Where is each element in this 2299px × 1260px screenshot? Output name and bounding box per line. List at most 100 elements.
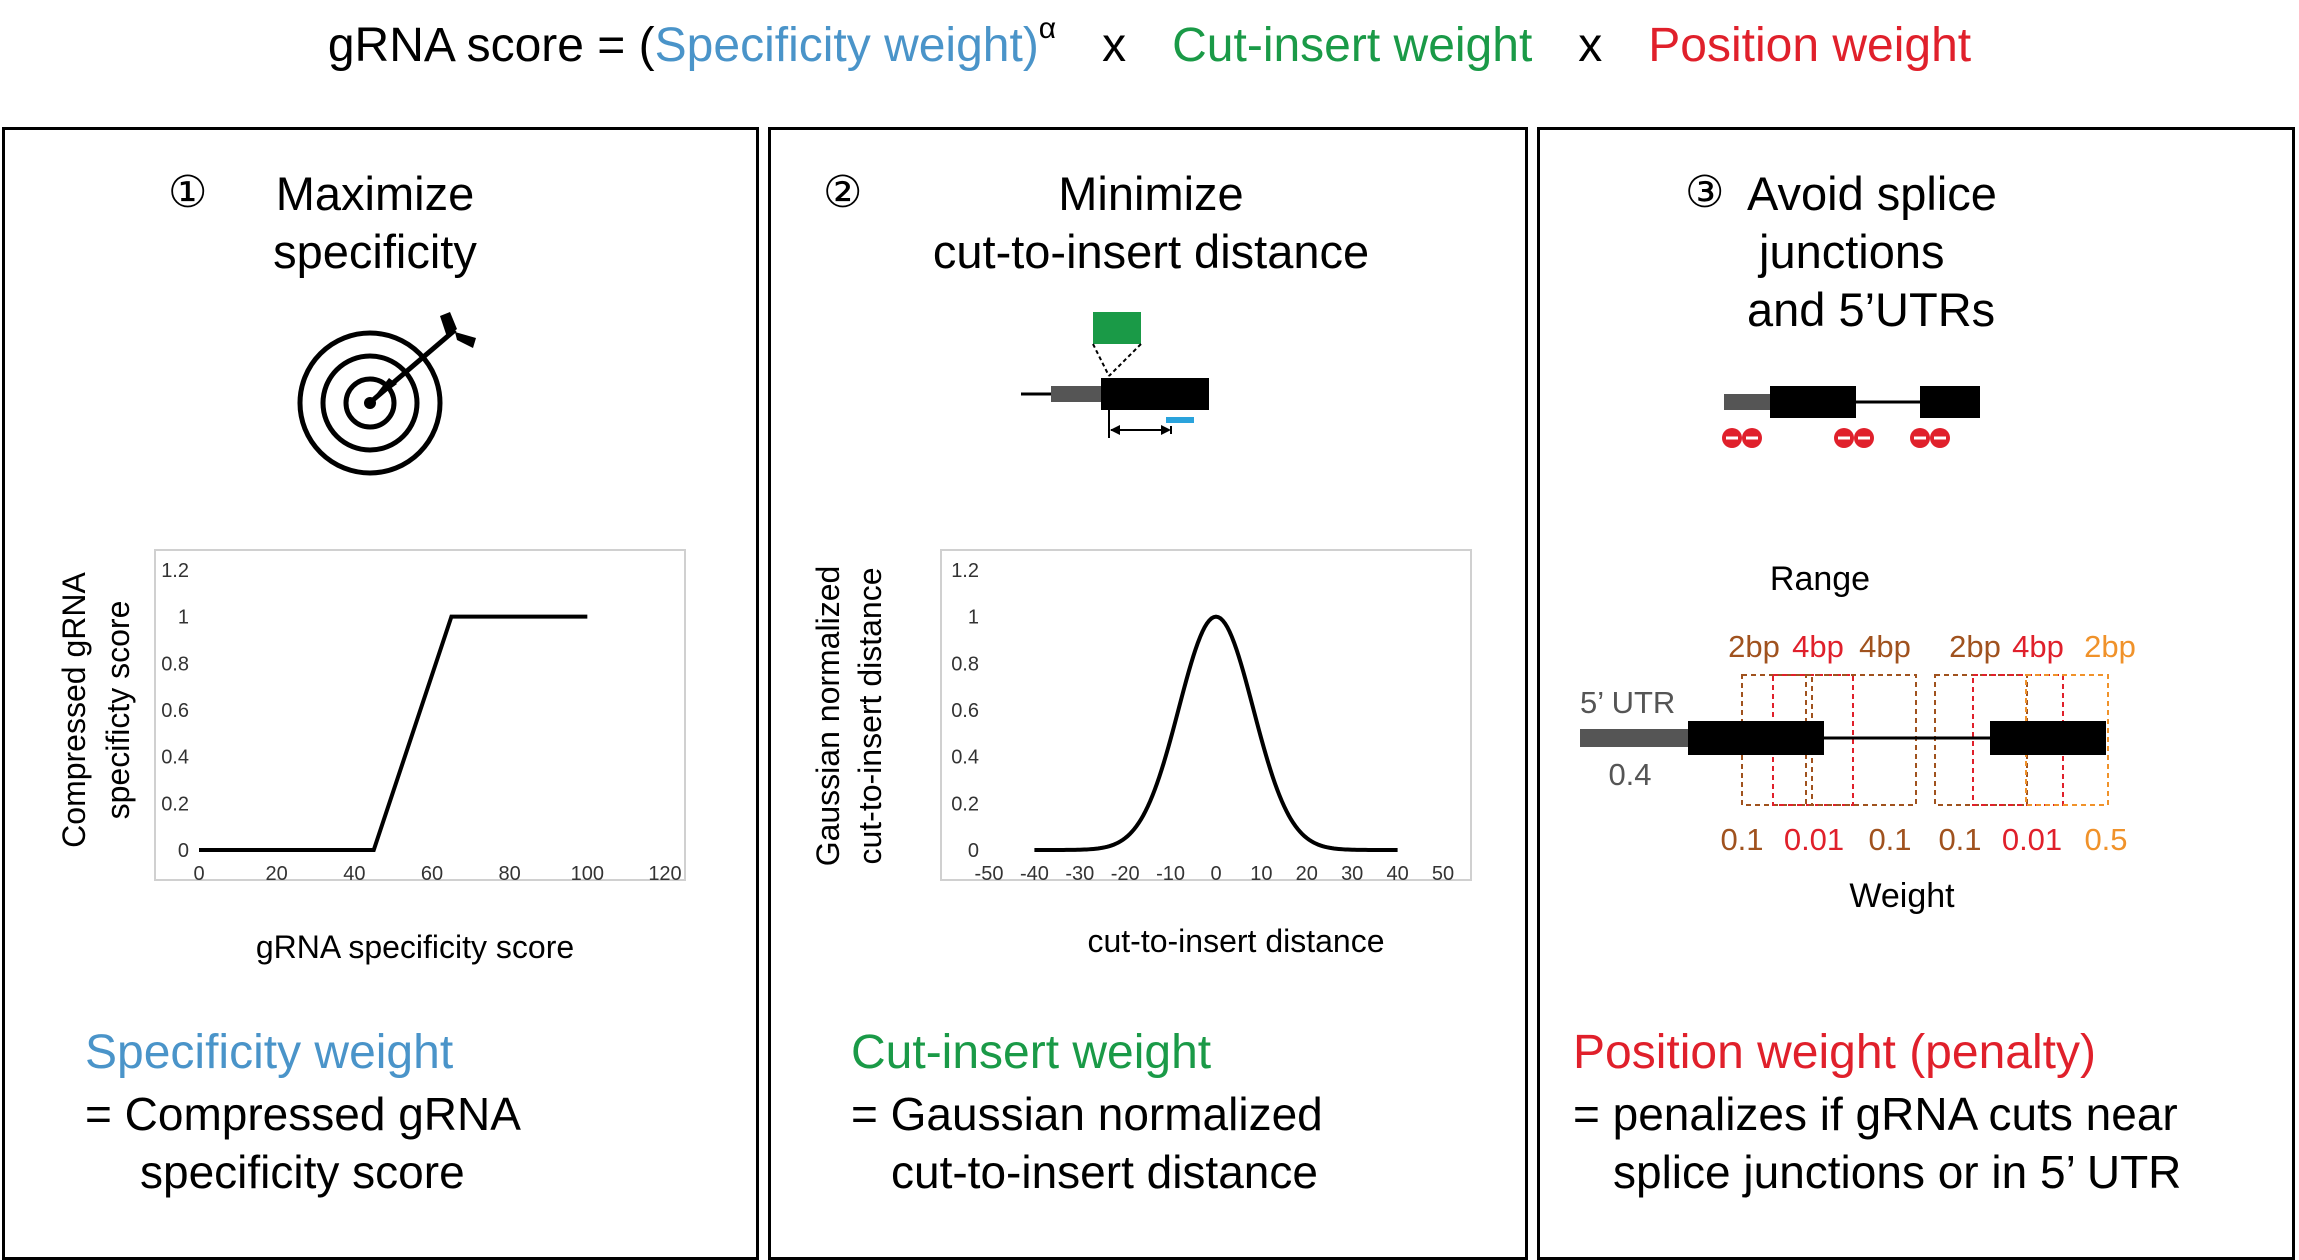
weight-value-2: 0.01: [1784, 822, 1844, 857]
y-tick-label: 1.2: [951, 560, 979, 582]
x-tick-label: -50: [975, 863, 1004, 885]
y-tick-labels: 0 0.2 0.4 0.6 0.8 1 1.2: [161, 560, 189, 862]
exon-2: [1990, 721, 2106, 755]
weight-description: = penalizes if gRNA cuts near splice jun…: [1573, 1085, 2181, 1201]
x-tick-label: -30: [1065, 863, 1094, 885]
x-tick-label: 0: [193, 863, 204, 885]
x-tick-labels: -50 -40 -30 -20 -10 0 10 20 30 40 50: [975, 863, 1455, 885]
utr-label: 5’ UTR: [1580, 685, 1675, 720]
y-axis-label-line1: Gaussian normalized: [811, 566, 846, 867]
x-tick-label: -20: [1111, 863, 1140, 885]
y-tick-label: 0.8: [161, 653, 189, 675]
y-tick-label: 0.4: [951, 747, 979, 769]
range-heading: Range: [1769, 560, 1871, 598]
formula-alpha-exponent: α: [1038, 12, 1057, 45]
x-tick-label: 50: [1432, 863, 1454, 885]
panel-number: ①: [168, 168, 208, 217]
y-axis-label-line2: specificty score: [100, 601, 136, 820]
x-tick-label: 10: [1250, 863, 1272, 885]
score-formula: gRNA score = (Specificity weight)α x Cut-i…: [0, 12, 2299, 73]
x-tick-label: 20: [1296, 863, 1318, 885]
weight-desc-line1: = Compressed gRNA: [85, 1088, 521, 1140]
x-axis-label: cut-to-insert distance: [1087, 923, 1384, 959]
formula-close-paren: ): [1022, 19, 1039, 72]
utr-segment: [1580, 729, 1688, 747]
weight-desc-line2: cut-to-insert distance: [891, 1146, 1318, 1198]
panel-title-line2: junctions: [1759, 225, 1945, 278]
insert-gene-diagram-icon: [1021, 312, 1209, 438]
x-tick-labels: 0 20 40 60 80 100 120: [193, 863, 681, 885]
y-tick-label: 0: [178, 840, 189, 862]
range-label-2: 4bp: [1792, 629, 1844, 664]
panel-title-line2: specificity: [273, 225, 477, 278]
x-tick-label: -10: [1156, 863, 1185, 885]
x-tick-label: 100: [571, 863, 604, 885]
target-arrow-icon: [297, 312, 476, 476]
exon-penalty-diagram-icon: [1722, 386, 1980, 448]
chart-frame: [940, 549, 1472, 881]
formula-times-1: x: [1102, 19, 1127, 72]
range-label-4: 2bp: [1949, 629, 2001, 664]
y-axis-label-line1: Compressed gRNA: [56, 572, 92, 848]
x-axis-label: gRNA specificity score: [256, 929, 574, 965]
range-label-3: 4bp: [1859, 629, 1911, 664]
x-tick-label: 30: [1341, 863, 1363, 885]
specificity-chart: 0 0.2 0.4 0.6 0.8 1 1.2 0 20 40 60 80 100 120 Compre…: [56, 549, 686, 965]
utr-weight: 0.4: [1608, 757, 1651, 792]
panel-cut-insert: ② Minimize cut-to-insert distance 0 0.2 0.…: [768, 127, 1528, 1260]
x-tick-label: 60: [421, 863, 443, 885]
weight-value-3: 0.1: [1868, 822, 1911, 857]
y-tick-labels: 0 0.2 0.4 0.6 0.8 1 1.2: [951, 560, 979, 862]
weight-description: = Compressed gRNA specificity score: [85, 1085, 521, 1201]
formula-position-term: Position weight: [1648, 19, 1972, 72]
range-box-2bp-right-outer: [2025, 674, 2109, 806]
splice-range-diagram: 2bp 4bp 4bp 2bp 4bp 2bp 5’ UTR 0.4 0.1 0…: [1580, 629, 2136, 915]
range-label-1: 2bp: [1728, 629, 1780, 664]
panel-number: ②: [823, 168, 863, 217]
y-tick-label: 1: [178, 607, 189, 629]
panel-title-line2: cut-to-insert distance: [932, 225, 1370, 278]
x-tick-label: -40: [1020, 863, 1049, 885]
y-tick-label: 0.2: [951, 793, 979, 815]
y-tick-label: 0: [968, 840, 979, 862]
weight-value-6: 0.5: [2084, 822, 2127, 857]
panel-position: ③ Avoid splice junctions and 5’UTRs Rang…: [1537, 127, 2295, 1260]
y-tick-label: 1.2: [161, 560, 189, 582]
y-tick-label: 0.6: [951, 700, 979, 722]
weight-value-1: 0.1: [1720, 822, 1763, 857]
panel-title: Avoid splice junctions and 5’UTRs: [1747, 165, 2047, 339]
weight-desc-line1: = Gaussian normalized: [851, 1088, 1323, 1140]
panel-title-line1: Maximize: [275, 167, 475, 220]
y-tick-label: 0.2: [161, 793, 189, 815]
weight-heading: Weight: [1849, 877, 1955, 915]
panel-title-line1: Avoid splice: [1747, 167, 1997, 220]
weight-value-4: 0.1: [1938, 822, 1981, 857]
weight-desc-line2: specificity score: [140, 1146, 465, 1198]
weight-title: Specificity weight: [85, 1026, 454, 1079]
weight-desc-line1: = penalizes if gRNA cuts near: [1573, 1088, 2178, 1140]
panel-title: Minimize cut-to-insert distance: [901, 165, 1401, 281]
specificity-curve: [199, 614, 588, 852]
panel-title: Maximize specificity: [225, 165, 525, 281]
weight-desc-line2: splice junctions or in 5’ UTR: [1613, 1146, 2182, 1198]
formula-times-2: x: [1578, 19, 1603, 72]
x-tick-label: 120: [648, 863, 681, 885]
x-tick-label: 20: [266, 863, 288, 885]
formula-prefix: gRNA score = (: [327, 19, 655, 72]
weight-value-5: 0.01: [2002, 822, 2062, 857]
panel-title-line1: Minimize: [1058, 167, 1244, 220]
x-tick-label: 0: [1210, 863, 1221, 885]
y-axis-label-line2: cut-to-insert distance: [852, 567, 888, 864]
weight-title: Position weight (penalty): [1573, 1026, 2096, 1079]
y-tick-label: 0.8: [951, 653, 979, 675]
formula-specificity-term: Specificity weight: [654, 19, 1023, 72]
y-tick-label: 0.4: [161, 747, 189, 769]
y-tick-label: 0.6: [161, 700, 189, 722]
panel-title-line3: and 5’UTRs: [1747, 283, 1996, 336]
x-tick-label: 40: [1386, 863, 1408, 885]
exon-1: [1688, 721, 1824, 755]
cut-insert-chart: 0 0.2 0.4 0.6 0.8 1 1.2 -50 -40 -30 -20 -10 0 10 20 30…: [811, 549, 1472, 959]
panel-number: ③: [1685, 168, 1725, 217]
formula-cut-insert-term: Cut-insert weight: [1172, 19, 1533, 72]
weight-description: = Gaussian normalized cut-to-insert dist…: [851, 1085, 1323, 1201]
